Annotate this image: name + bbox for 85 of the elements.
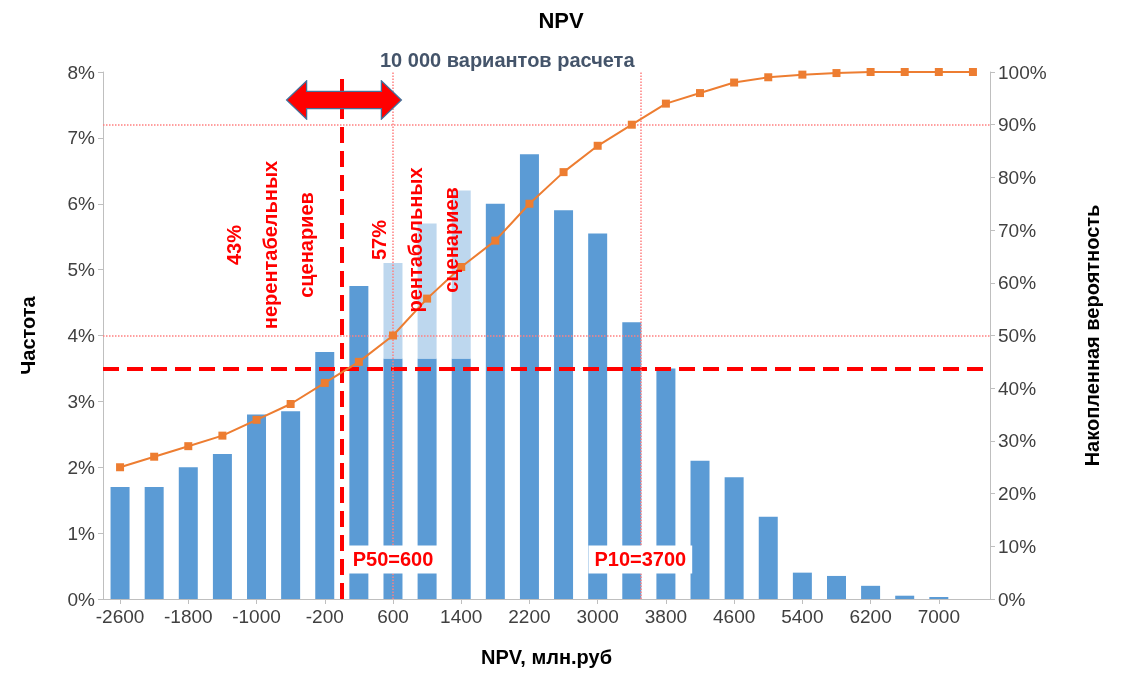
x-tick-label: 5400 <box>781 606 824 627</box>
y-tick-label: 7% <box>67 127 96 149</box>
point <box>696 89 705 98</box>
y-tick-label: 0% <box>67 588 96 610</box>
bar <box>383 263 403 359</box>
y2-tick-label: 10% <box>998 535 1037 557</box>
point <box>661 99 670 108</box>
y-tick-label: 6% <box>67 193 96 215</box>
point <box>798 70 807 79</box>
bar <box>826 575 846 599</box>
y-axis-title: Частота <box>17 295 39 375</box>
bar <box>247 414 267 599</box>
y-tick-label: 2% <box>67 456 96 478</box>
y2-tick-label: 50% <box>998 325 1037 346</box>
bar <box>315 351 335 599</box>
bar <box>110 487 130 599</box>
text: 10 000 вариантов расчета <box>380 49 636 71</box>
x-tick-label: 6200 <box>849 606 892 627</box>
x-tick-label: 7000 <box>917 606 960 627</box>
point <box>764 73 773 82</box>
bar <box>724 477 744 599</box>
point <box>116 463 125 472</box>
x-tick-label: -200 <box>305 606 344 627</box>
bar <box>554 210 574 599</box>
bar <box>281 411 301 599</box>
point <box>525 199 534 208</box>
point <box>286 400 295 409</box>
y-tick-label: 5% <box>67 259 96 281</box>
y-tick-label: 1% <box>67 522 96 544</box>
point <box>934 68 943 76</box>
x-tick-label: -1000 <box>232 606 281 627</box>
bar <box>519 154 539 599</box>
bar <box>690 460 710 599</box>
chart-title: NPV <box>538 7 584 33</box>
annotation: 57% рентабельных сценариев <box>368 167 462 313</box>
x-tick-label: 600 <box>377 606 409 627</box>
point <box>320 378 329 387</box>
point <box>184 442 193 451</box>
x-tick-label: -1800 <box>163 606 213 627</box>
point <box>354 357 363 366</box>
y2-tick-label: 40% <box>998 377 1037 399</box>
y-tick-label: 4% <box>67 325 96 346</box>
x-tick-label: 3800 <box>644 606 688 627</box>
bar <box>792 572 812 599</box>
y-tick-label: 8% <box>67 61 96 83</box>
x-tick-label: 3000 <box>576 606 619 627</box>
x-tick-label: 4600 <box>712 606 756 627</box>
y2-tick-label: 100% <box>998 61 1047 83</box>
point <box>593 141 602 150</box>
point <box>218 431 227 440</box>
point <box>252 415 261 424</box>
point <box>559 168 568 177</box>
y2-tick-label: 70% <box>998 219 1037 241</box>
point <box>968 68 977 76</box>
point <box>900 68 909 76</box>
bar <box>212 454 232 599</box>
x-tick-label: 1400 <box>440 606 483 627</box>
x-tick-label: -2600 <box>95 606 145 627</box>
y2-axis-title: Накопленная вероятность <box>1081 204 1103 467</box>
point <box>627 120 636 129</box>
point <box>730 78 739 87</box>
bar <box>451 358 471 599</box>
y2-tick-label: 0% <box>998 588 1026 610</box>
bar <box>144 487 164 599</box>
annotation: P50=600 <box>352 548 434 571</box>
annotation: P10=3700 <box>594 548 687 571</box>
bar <box>861 585 881 599</box>
point <box>150 452 159 461</box>
bar <box>485 203 505 599</box>
y2-tick-label: 30% <box>998 430 1037 452</box>
y2-tick-label: 60% <box>998 272 1037 294</box>
y2-tick-label: 20% <box>998 483 1037 505</box>
bar <box>758 516 778 599</box>
annotation: 43% нерентабельных сценариев <box>223 160 317 330</box>
x-tick-label: 2200 <box>508 606 551 627</box>
x-axis-title: NPV, млн.руб <box>481 646 612 668</box>
y-tick-label: 3% <box>67 390 96 412</box>
point <box>866 68 875 76</box>
bar <box>895 595 915 599</box>
y2-tick-label: 80% <box>998 166 1037 188</box>
point <box>388 331 397 340</box>
point <box>832 69 841 78</box>
y2-tick-label: 90% <box>998 114 1037 136</box>
bar <box>178 467 198 599</box>
point <box>491 236 500 245</box>
